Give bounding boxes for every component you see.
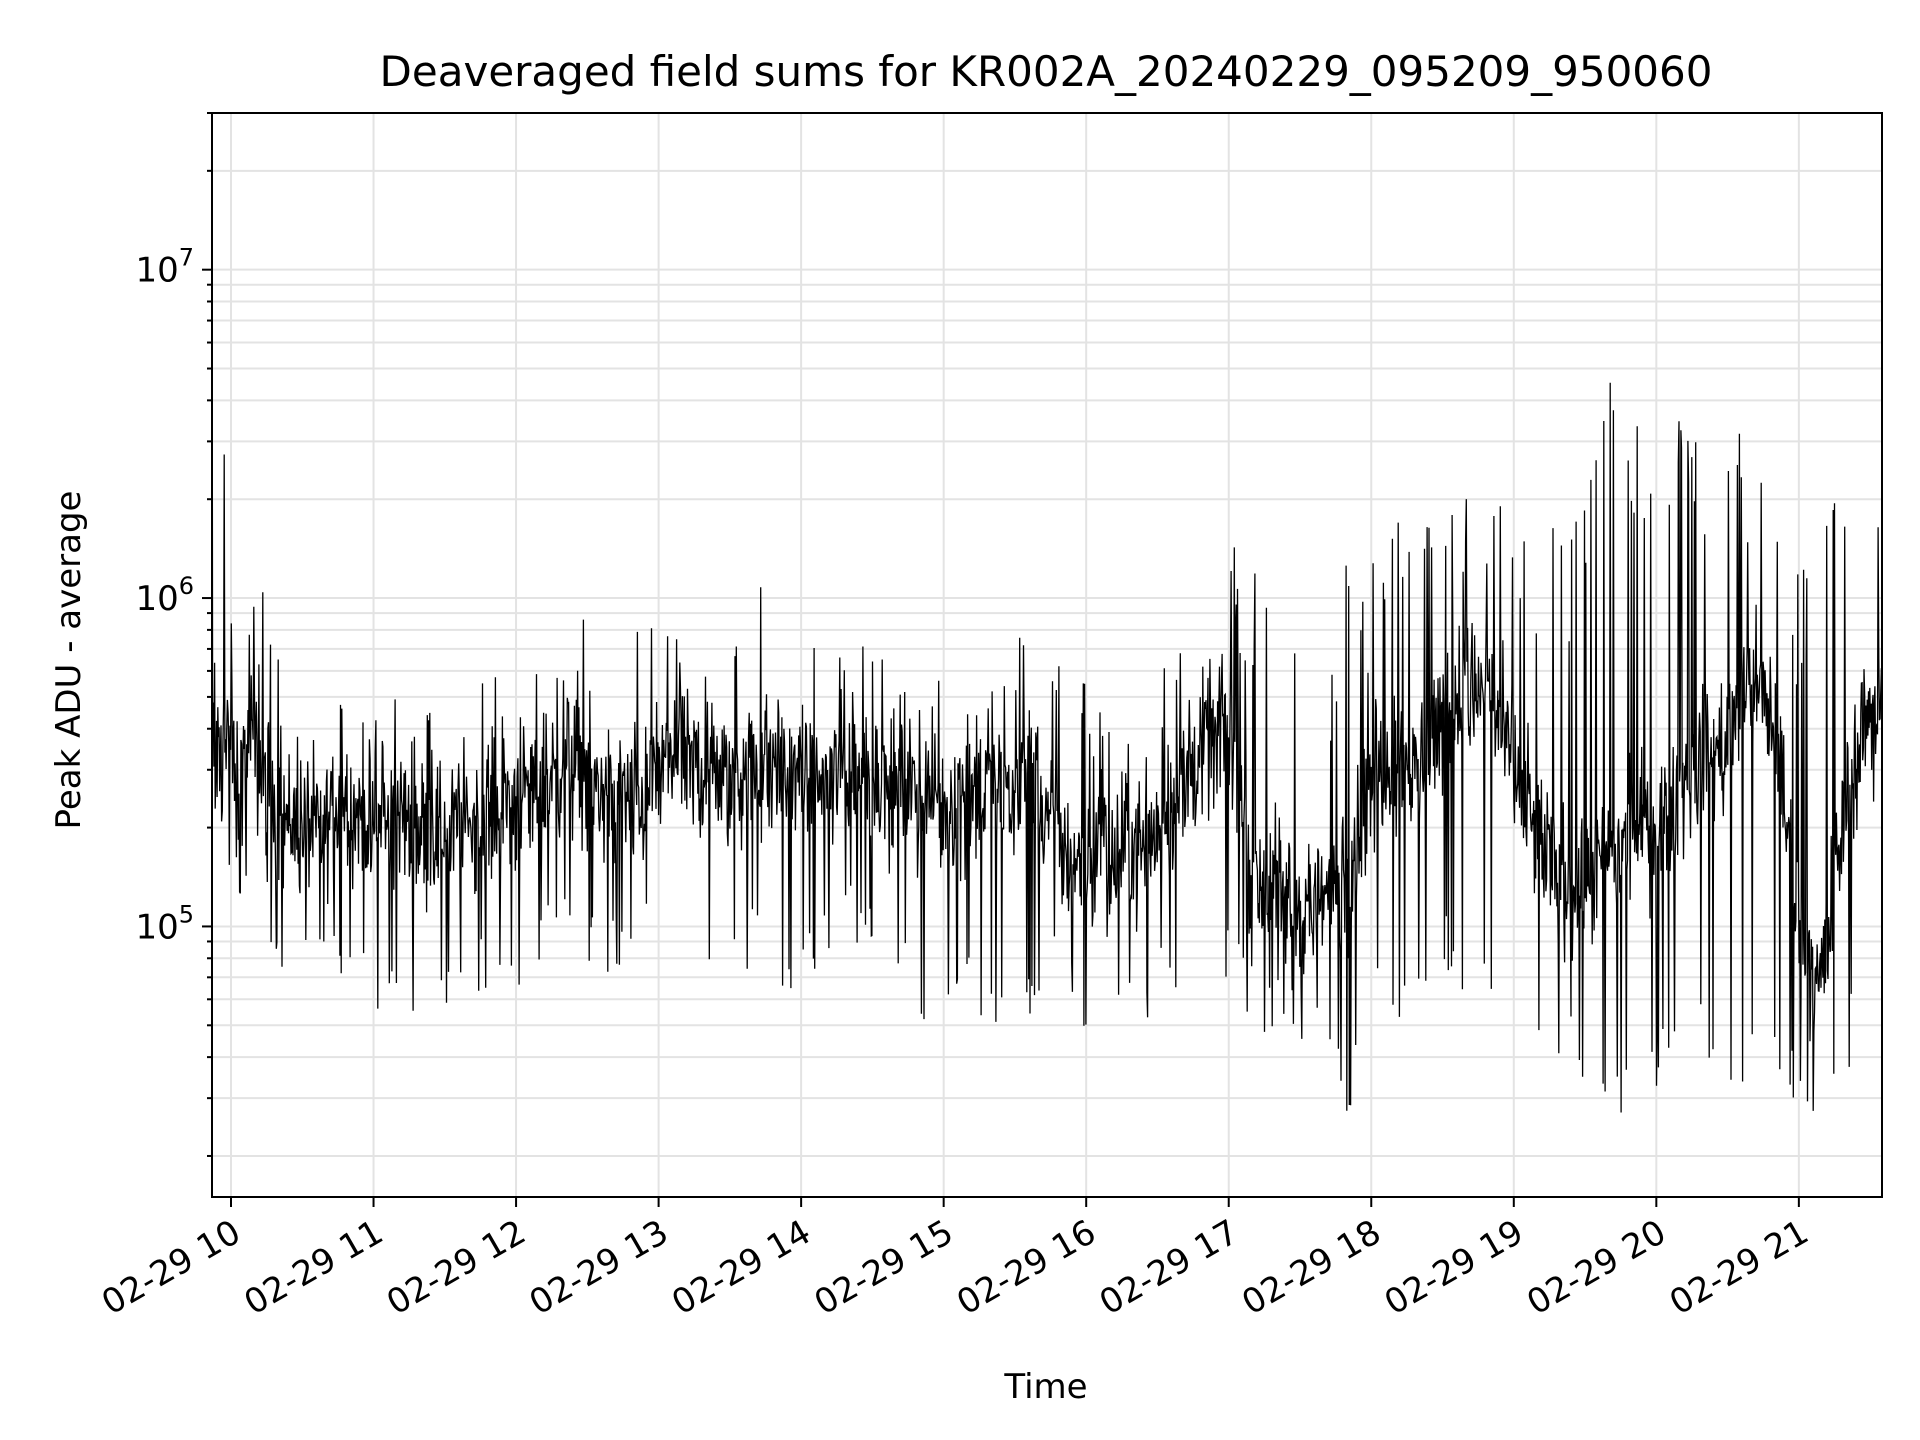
series-layer xyxy=(211,163,1883,1113)
y-tick-base: 10 xyxy=(135,579,178,619)
chart-title: Deaveraged field sums for KR002A_2024022… xyxy=(380,47,1713,96)
y-tick-label: 106 xyxy=(135,572,194,619)
y-tick-label: 107 xyxy=(135,244,194,291)
y-tick-exponent: 7 xyxy=(179,244,194,272)
y-tick-label: 105 xyxy=(135,900,194,947)
y-tick-exponent: 6 xyxy=(179,572,194,600)
y-tick-base: 10 xyxy=(135,907,178,947)
x-axis-label: Time xyxy=(1003,1367,1087,1407)
y-axis-label: Peak ADU - average xyxy=(49,491,89,830)
y-tick-exponent: 5 xyxy=(179,900,194,928)
tick-marks xyxy=(202,112,1800,1207)
plot-frame xyxy=(211,112,1883,1198)
series-line xyxy=(211,163,1883,1113)
y-tick-base: 10 xyxy=(135,251,178,291)
